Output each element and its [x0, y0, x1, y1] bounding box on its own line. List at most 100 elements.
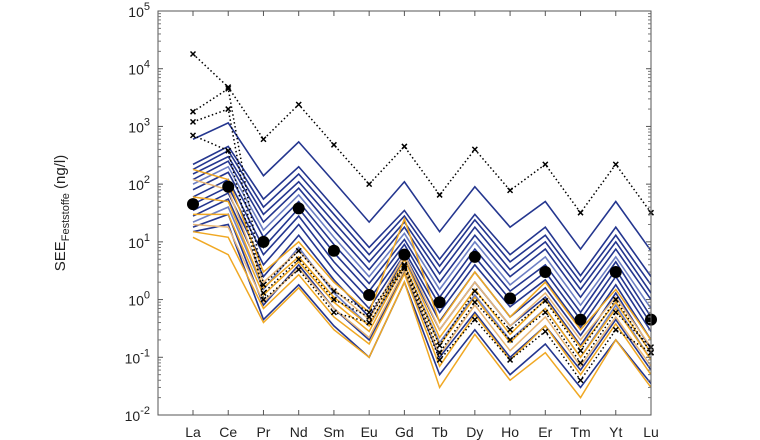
x-marker: [577, 377, 584, 384]
x-marker: [330, 296, 337, 303]
mean-point: [574, 313, 587, 326]
x-marker: [189, 118, 197, 125]
blue-series-line: [192, 192, 652, 341]
x-marker: [542, 328, 549, 335]
x-tick-label: Tm: [570, 424, 590, 440]
x-marker: [612, 309, 619, 316]
mean-point: [363, 289, 376, 302]
x-marker: [330, 288, 337, 295]
x-marker: [330, 309, 337, 316]
x-marker: [189, 132, 197, 139]
x-marker: [436, 356, 443, 363]
x-marker: [612, 161, 619, 168]
x-marker: [366, 313, 373, 320]
mean-point: [433, 296, 446, 309]
x-tick-label: Dy: [466, 424, 483, 440]
x-marker: [295, 247, 302, 254]
x-tick-label: Pr: [256, 424, 270, 440]
x-marker: [507, 336, 514, 343]
x-tick-label: La: [185, 424, 201, 440]
orange-series-line: [192, 178, 652, 348]
x-marker: [260, 281, 267, 288]
x-marker: [225, 147, 232, 154]
y-tick-label: 102: [128, 174, 150, 193]
x-tick-label: Ce: [219, 424, 237, 440]
x-marker: [295, 266, 302, 273]
x-marker: [507, 187, 514, 194]
x-marker: [436, 191, 443, 198]
x-marker: [577, 359, 584, 366]
x-marker: [225, 106, 232, 113]
x-marker: [401, 143, 408, 150]
x-marker: [577, 209, 584, 216]
mean-point: [539, 266, 552, 279]
blue-series-line: [192, 223, 652, 389]
y-tick-label: 10-1: [125, 347, 150, 366]
x-marker: [260, 296, 267, 303]
x-tick-label: Er: [538, 424, 552, 440]
mean-point: [327, 244, 340, 257]
y-tick-label: 104: [128, 59, 150, 78]
blue-series-line: [192, 171, 652, 318]
x-marker: [366, 309, 373, 316]
orange-series-line: [192, 223, 652, 368]
x-marker: [471, 316, 478, 323]
blue-series-line: [192, 145, 652, 278]
x-tick-label: Ho: [501, 424, 519, 440]
mean-point: [257, 235, 270, 248]
x-marker: [295, 256, 302, 263]
x-marker: [260, 289, 267, 297]
y-tick-label: 100: [128, 290, 150, 309]
blue-series-line: [192, 165, 652, 309]
y-tick-label: 10-2: [125, 405, 150, 424]
mean-point: [222, 180, 235, 193]
blue-series-line: [192, 149, 652, 286]
x-tick-label: Gd: [395, 424, 414, 440]
x-marker: [507, 356, 514, 363]
blue-series-line: [192, 121, 652, 252]
orange-series-line: [192, 168, 652, 341]
x-tick-label: Yt: [609, 424, 622, 440]
x-marker: [225, 84, 232, 91]
x-marker: [471, 299, 478, 306]
x-marker: [401, 263, 408, 270]
y-tick-label: 101: [128, 232, 150, 251]
y-tick-label: 105: [128, 1, 150, 20]
y-tick-label: 103: [128, 116, 150, 135]
y-axis-label: SEEFeststoffe (ng/l): [52, 154, 72, 272]
x-marker: [542, 161, 549, 168]
blue-series-line: [192, 155, 652, 294]
mean-point: [504, 292, 517, 305]
x-marker: [189, 50, 197, 58]
x-marker: [260, 136, 267, 143]
mean-point: [468, 250, 481, 263]
x-marker: [366, 181, 373, 188]
x-marker: [295, 101, 302, 108]
orange-series-line: [192, 236, 652, 399]
blue-series-line: [192, 198, 652, 350]
plot-frame: [157, 10, 652, 416]
mean-point: [398, 248, 411, 261]
mean-point: [292, 202, 305, 215]
x-marker: [366, 319, 373, 326]
orange-series-line: [192, 196, 652, 354]
x-marker: [612, 296, 619, 303]
x-tick-label: Eu: [361, 424, 378, 440]
x-marker: [436, 349, 443, 356]
mean-point: [187, 198, 199, 211]
x-marker: [189, 108, 197, 115]
x-marker: [542, 309, 549, 316]
x-marker: [577, 347, 584, 354]
x-marker: [612, 326, 619, 333]
x-marker: [542, 297, 549, 304]
x-marker: [471, 288, 478, 295]
dotted-series-line: [192, 134, 652, 365]
orange-series-line: [192, 230, 652, 376]
x-tick-label: Tb: [431, 424, 448, 440]
mean-point: [609, 266, 622, 279]
x-marker: [507, 326, 514, 333]
x-tick-label: Sm: [323, 424, 344, 440]
dotted-series-line: [192, 87, 652, 354]
x-tick-label: Nd: [290, 424, 308, 440]
